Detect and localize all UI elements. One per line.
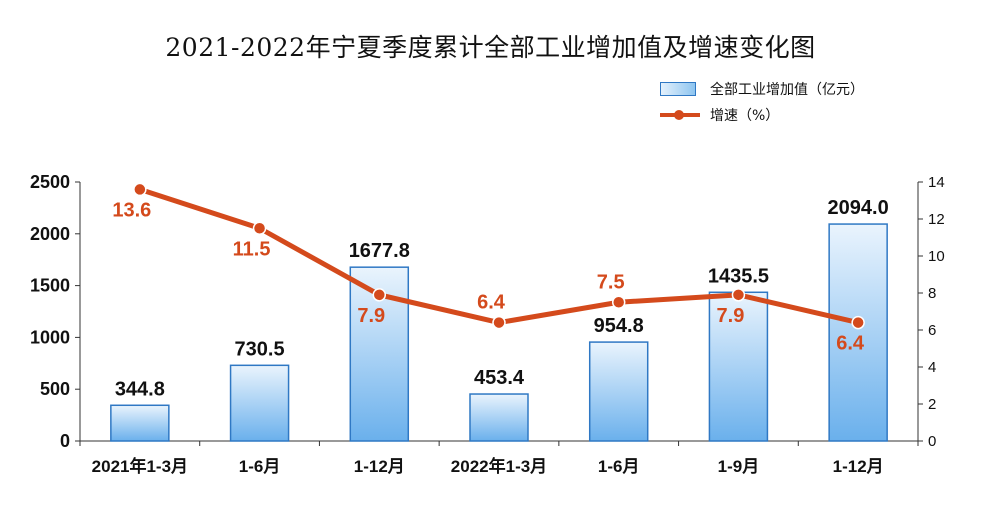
data-labels: 344.8 730.5 1677.8 453.4 954.8 1435.5 2094.0 13… — [112, 197, 888, 400]
x-tick-label: 2022年1-3月 — [451, 456, 547, 476]
y-left-tick-label: 1000 — [30, 327, 70, 347]
bar-value-label: 453.4 — [474, 367, 525, 389]
growth-point — [372, 288, 387, 302]
bar-value-label: 730.5 — [235, 338, 285, 360]
x-tick-label: 2021年1-3月 — [92, 456, 188, 476]
legend-item-bar: 全部工业增加值（亿元） — [660, 76, 864, 102]
bar-series — [110, 223, 888, 442]
y-left-tick-label: 1500 — [30, 276, 70, 296]
bar — [229, 364, 290, 442]
bar-value-label: 1677.8 — [349, 240, 410, 262]
y-right-tick-label: 12 — [928, 211, 945, 228]
growth-point — [492, 315, 506, 330]
growth-value-label: 6.4 — [836, 333, 865, 355]
y-right-tick-label: 14 — [928, 174, 945, 191]
growth-value-label: 13.6 — [112, 199, 151, 221]
bar — [588, 341, 649, 442]
y-right-tick-label: 8 — [928, 285, 936, 302]
legend-bar-label: 全部工业增加值（亿元） — [710, 82, 864, 98]
y-left-tick-label: 0 — [60, 431, 70, 451]
legend-line-swatch — [660, 108, 700, 122]
bar — [828, 223, 888, 442]
x-tick-label: 1-6月 — [239, 457, 281, 476]
legend-item-line: 增速（%） — [660, 102, 864, 128]
y-right-tick-label: 0 — [928, 433, 936, 450]
growth-point — [133, 182, 147, 197]
x-tick-label: 1-12月 — [833, 457, 884, 476]
growth-value-label: 11.5 — [233, 238, 271, 260]
y-left-tick-label: 2000 — [30, 224, 70, 244]
x-tick-label: 1-6月 — [598, 457, 640, 476]
bar — [110, 404, 170, 442]
chart-title: 2021-2022年宁夏季度累计全部工业增加值及增速变化图 — [165, 33, 816, 62]
y-right-tick-label: 6 — [928, 322, 936, 339]
y-right-tick-label: 10 — [928, 248, 945, 265]
y-right-tick-label: 4 — [928, 359, 936, 376]
legend-line-label: 增速（%） — [710, 108, 780, 124]
growth-point — [252, 221, 267, 235]
growth-point — [611, 295, 626, 309]
growth-value-label: 7.9 — [357, 305, 385, 327]
y-right-tick-label: 2 — [928, 396, 936, 413]
growth-value-label: 7.5 — [597, 271, 625, 293]
bar-value-label: 954.8 — [594, 315, 644, 337]
x-tick-label: 1-12月 — [354, 457, 405, 476]
legend-bar-swatch — [660, 82, 696, 96]
line-series — [133, 182, 865, 330]
growth-point — [851, 315, 865, 330]
x-tick-label: 1-9月 — [718, 457, 760, 476]
bar-value-label: 2094.0 — [828, 197, 889, 219]
bar-value-label: 344.8 — [115, 378, 165, 400]
growth-value-label: 7.9 — [717, 305, 745, 327]
chart-legend: 全部工业增加值（亿元） 增速（%） — [660, 76, 864, 128]
growth-value-label: 6.4 — [477, 292, 506, 314]
growth-point — [731, 288, 746, 302]
y-left-tick-label: 2500 — [30, 172, 70, 192]
bar-value-label: 1435.5 — [708, 265, 769, 287]
y-left-tick-label: 500 — [40, 379, 70, 399]
bar — [469, 393, 529, 442]
